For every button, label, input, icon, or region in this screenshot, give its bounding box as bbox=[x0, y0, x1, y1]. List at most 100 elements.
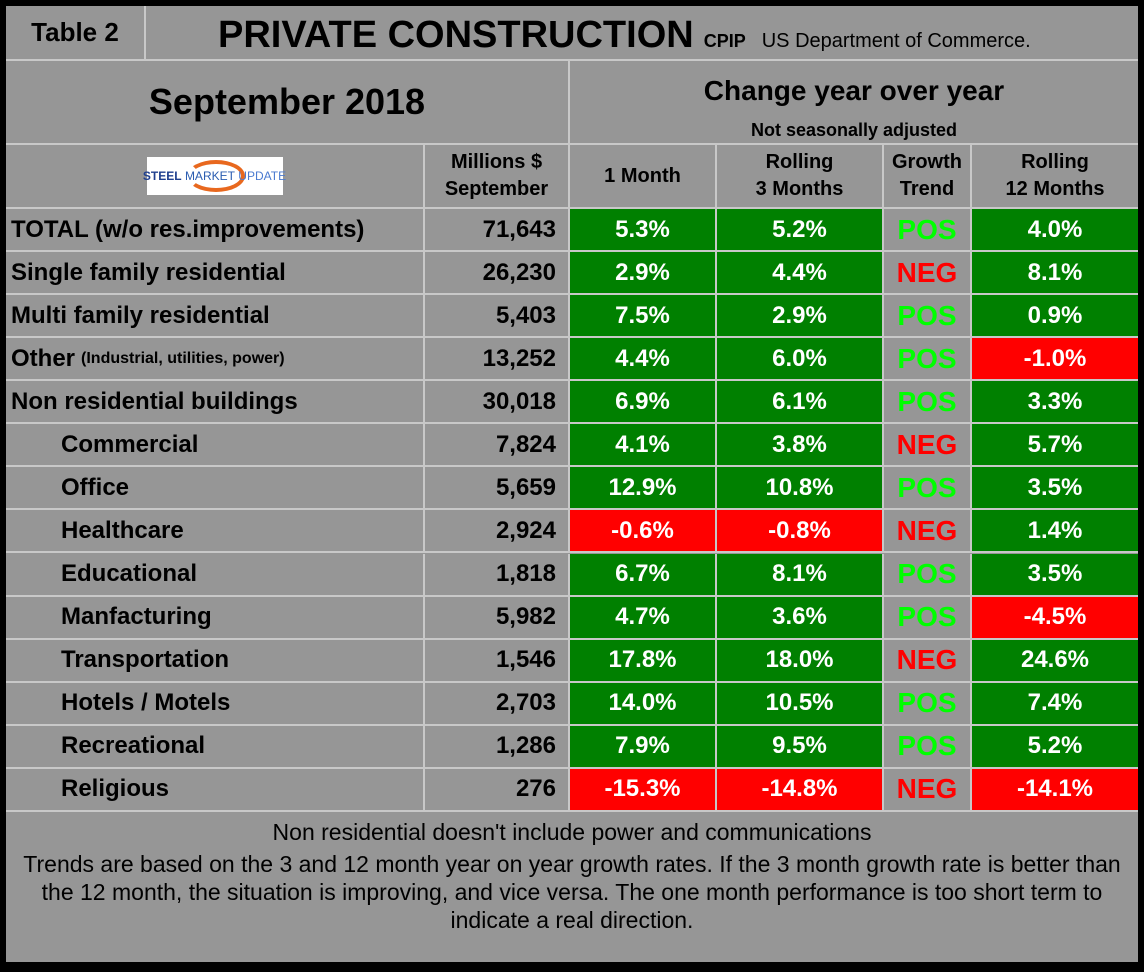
row-rolling-3: 2.9% bbox=[717, 295, 884, 337]
row-value: 1,546 bbox=[425, 639, 570, 681]
row-label: Hotels / Motels bbox=[6, 682, 425, 724]
col-1-month: 1 Month bbox=[570, 145, 717, 207]
table-row: Healthcare 2,924 -0.6% -0.8% NEG 1.4% bbox=[6, 510, 1138, 554]
row-label: Religious bbox=[6, 768, 425, 810]
row-label: TOTAL (w/o res.improvements) bbox=[6, 209, 425, 250]
table-row: Hotels / Motels 2,703 14.0% 10.5% POS 7.… bbox=[6, 682, 1138, 726]
row-value: 276 bbox=[425, 768, 570, 810]
row-label: Educational bbox=[6, 553, 425, 595]
row-growth-trend: POS bbox=[884, 682, 972, 724]
row-rolling-3: 8.1% bbox=[717, 553, 884, 595]
table-row: Recreational 1,286 7.9% 9.5% POS 5.2% bbox=[6, 725, 1138, 769]
row-label: Other (Industrial, utilities, power) bbox=[6, 338, 425, 380]
row-growth-trend: POS bbox=[884, 725, 972, 767]
row-1-month: 6.7% bbox=[570, 553, 717, 595]
row-label: Manfacturing bbox=[6, 596, 425, 638]
row-value: 71,643 bbox=[425, 209, 570, 250]
table-row: Religious 276 -15.3% -14.8% NEG -14.1% bbox=[6, 768, 1138, 812]
row-growth-trend: NEG bbox=[884, 252, 972, 294]
row-growth-trend: POS bbox=[884, 338, 972, 380]
row-1-month: 17.8% bbox=[570, 639, 717, 681]
row-rolling-12: 0.9% bbox=[972, 295, 1138, 337]
table-row: Manfacturing 5,982 4.7% 3.6% POS -4.5% bbox=[6, 596, 1138, 640]
row-growth-trend: POS bbox=[884, 596, 972, 638]
row-value: 26,230 bbox=[425, 252, 570, 294]
row-rolling-3: 3.8% bbox=[717, 424, 884, 466]
row-rolling-3: 3.6% bbox=[717, 596, 884, 638]
row-label: Single family residential bbox=[6, 252, 425, 294]
period-row: September 2018 Change year over year Not… bbox=[6, 61, 1138, 145]
row-rolling-12: -4.5% bbox=[972, 596, 1138, 638]
header-row: STEEL MARKET UPDATE Millions $ September … bbox=[6, 145, 1138, 209]
row-value: 1,286 bbox=[425, 725, 570, 767]
row-rolling-12: -1.0% bbox=[972, 338, 1138, 380]
row-label: Non residential buildings bbox=[6, 381, 425, 423]
row-rolling-12: 3.5% bbox=[972, 553, 1138, 595]
row-rolling-12: 24.6% bbox=[972, 639, 1138, 681]
col-millions: Millions $ September bbox=[425, 145, 570, 207]
table-row: Single family residential 26,230 2.9% 4.… bbox=[6, 252, 1138, 296]
row-1-month: 2.9% bbox=[570, 252, 717, 294]
row-1-month: -15.3% bbox=[570, 768, 717, 810]
row-growth-trend: POS bbox=[884, 295, 972, 337]
footnote: Non residential doesn't include power an… bbox=[272, 819, 872, 845]
row-value: 30,018 bbox=[425, 381, 570, 423]
title-source: US Department of Commerce. bbox=[761, 30, 1031, 52]
col-growth-trend: Growth Trend bbox=[884, 145, 972, 207]
row-rolling-3: 6.1% bbox=[717, 381, 884, 423]
row-growth-trend: NEG bbox=[884, 510, 972, 552]
row-rolling-3: 18.0% bbox=[717, 639, 884, 681]
table-row: Multi family residential 5,403 7.5% 2.9%… bbox=[6, 295, 1138, 339]
table-row: Office 5,659 12.9% 10.8% POS 3.5% bbox=[6, 467, 1138, 511]
title-block: PRIVATE CONSTRUCTION CPIP US Department … bbox=[146, 6, 1138, 59]
row-growth-trend: NEG bbox=[884, 768, 972, 810]
row-1-month: 7.9% bbox=[570, 725, 717, 767]
row-rolling-12: 5.7% bbox=[972, 424, 1138, 466]
row-rolling-3: 4.4% bbox=[717, 252, 884, 294]
title-row: Table 2 PRIVATE CONSTRUCTION CPIP US Dep… bbox=[6, 6, 1138, 61]
row-label: Transportation bbox=[6, 639, 425, 681]
row-label: Commercial bbox=[6, 424, 425, 466]
row-label: Recreational bbox=[6, 725, 425, 767]
logo-cell: STEEL MARKET UPDATE bbox=[6, 145, 425, 207]
row-rolling-3: -14.8% bbox=[717, 768, 884, 810]
row-value: 2,703 bbox=[425, 682, 570, 724]
row-rolling-12: 4.0% bbox=[972, 209, 1138, 250]
row-rolling-3: 9.5% bbox=[717, 725, 884, 767]
table-label: Table 2 bbox=[6, 6, 146, 59]
period: September 2018 bbox=[6, 61, 570, 143]
row-value: 5,403 bbox=[425, 295, 570, 337]
row-rolling-3: 10.5% bbox=[717, 682, 884, 724]
table-row: Commercial 7,824 4.1% 3.8% NEG 5.7% bbox=[6, 424, 1138, 468]
row-rolling-12: 7.4% bbox=[972, 682, 1138, 724]
adjust-note: Not seasonally adjusted bbox=[750, 120, 958, 140]
row-label: Office bbox=[6, 467, 425, 509]
row-growth-trend: POS bbox=[884, 209, 972, 250]
row-rolling-3: 10.8% bbox=[717, 467, 884, 509]
footnotes: Non residential doesn't include power an… bbox=[6, 812, 1138, 934]
row-1-month: 4.1% bbox=[570, 424, 717, 466]
row-1-month: 7.5% bbox=[570, 295, 717, 337]
row-rolling-3: 5.2% bbox=[717, 209, 884, 250]
row-value: 13,252 bbox=[425, 338, 570, 380]
table-row: Transportation 1,546 17.8% 18.0% NEG 24.… bbox=[6, 639, 1138, 683]
construction-table: Table 2 PRIVATE CONSTRUCTION CPIP US Dep… bbox=[6, 6, 1138, 962]
footnote: Trends are based on the 3 and 12 month y… bbox=[23, 851, 1121, 933]
col-rolling-3: Rolling 3 Months bbox=[717, 145, 884, 207]
row-1-month: 6.9% bbox=[570, 381, 717, 423]
row-growth-trend: NEG bbox=[884, 424, 972, 466]
row-value: 2,924 bbox=[425, 510, 570, 552]
steel-market-update-logo: STEEL MARKET UPDATE bbox=[143, 157, 286, 195]
row-value: 5,982 bbox=[425, 596, 570, 638]
row-value: 5,659 bbox=[425, 467, 570, 509]
row-value: 7,824 bbox=[425, 424, 570, 466]
table-row: Other (Industrial, utilities, power) 13,2… bbox=[6, 338, 1138, 382]
change-title: Change year over year bbox=[703, 75, 1005, 106]
row-1-month: 12.9% bbox=[570, 467, 717, 509]
row-rolling-12: 5.2% bbox=[972, 725, 1138, 767]
table-row: Educational 1,818 6.7% 8.1% POS 3.5% bbox=[6, 553, 1138, 597]
row-rolling-12: 3.5% bbox=[972, 467, 1138, 509]
col-rolling-12: Rolling 12 Months bbox=[1005, 151, 1105, 200]
table-row: Non residential buildings 30,018 6.9% 6.… bbox=[6, 381, 1138, 425]
title-code: CPIP bbox=[703, 31, 746, 51]
